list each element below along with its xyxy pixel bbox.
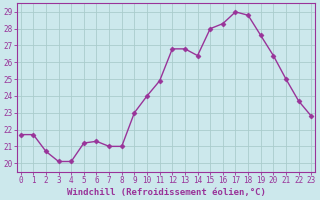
X-axis label: Windchill (Refroidissement éolien,°C): Windchill (Refroidissement éolien,°C) (67, 188, 265, 197)
